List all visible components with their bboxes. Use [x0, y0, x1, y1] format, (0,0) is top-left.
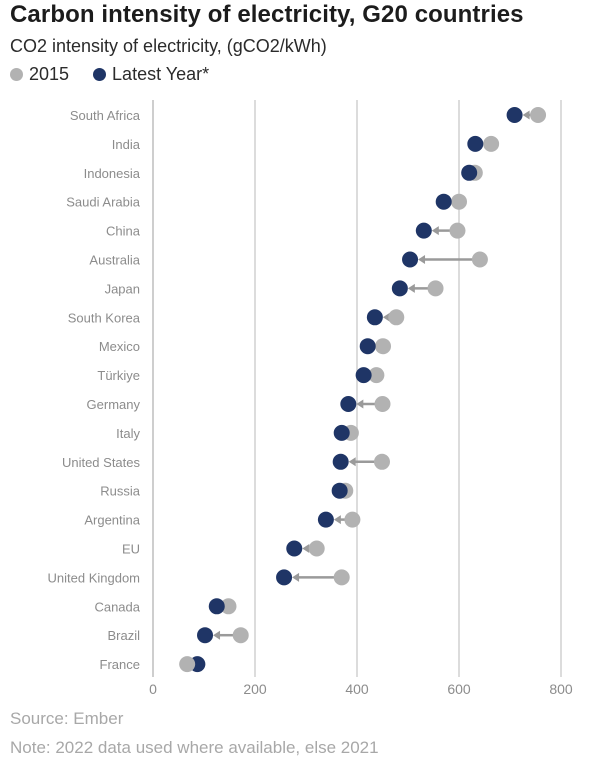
point-latest-argentina: [317, 511, 334, 528]
category-label-mexico: Mexico: [99, 339, 140, 354]
category-label-india: India: [112, 137, 141, 152]
data-note: Note: 2022 data used where available, el…: [10, 738, 379, 757]
point-2015-australia: [471, 251, 488, 268]
point-2015-japan: [427, 280, 444, 297]
point-2015-france: [179, 656, 196, 673]
arrowhead-australia: [418, 255, 426, 264]
point-latest-japan: [391, 280, 408, 297]
arrowhead-china: [431, 226, 439, 236]
x-tick-label-600: 600: [447, 681, 471, 697]
legend-swatch-latest-year: [93, 68, 107, 81]
point-2015-turkiye: [368, 367, 385, 384]
arrowhead-germany: [356, 399, 364, 409]
category-label-united-states: United States: [62, 455, 141, 470]
category-label-france: France: [100, 657, 140, 672]
category-label-china: China: [106, 224, 141, 239]
legend-item-2015: 2015: [10, 64, 69, 85]
point-latest-united-kingdom: [276, 569, 293, 586]
category-label-germany: Germany: [87, 397, 141, 412]
point-latest-russia: [331, 482, 348, 499]
legend-label-latest-year: Latest Year*: [112, 64, 210, 84]
point-latest-india: [467, 135, 484, 152]
point-latest-italy: [333, 424, 350, 441]
category-label-united-kingdom: United Kingdom: [48, 570, 141, 585]
point-latest-indonesia: [461, 164, 478, 181]
category-label-russia: Russia: [100, 484, 141, 499]
point-latest-brazil: [197, 627, 214, 644]
source-note: Source: Ember: [10, 709, 124, 728]
point-2015-brazil: [232, 627, 249, 644]
point-2015-united-kingdom: [333, 569, 350, 586]
category-label-japan: Japan: [105, 281, 140, 296]
arrowhead-south-africa: [522, 110, 530, 120]
chart-subtitle: CO2 intensity of electricity, (gCO2/kWh): [10, 36, 327, 56]
point-latest-south-korea: [366, 309, 383, 326]
arrowhead-brazil: [213, 630, 221, 640]
point-2015-saudi-arabia: [451, 193, 467, 210]
legend-swatch-2015: [10, 68, 23, 81]
point-2015-india: [483, 135, 500, 152]
point-2015-south-africa: [530, 107, 547, 123]
arrowhead-eu: [302, 544, 310, 553]
legend: 2015 Latest Year*: [10, 64, 233, 85]
category-label-south-korea: South Korea: [68, 310, 141, 325]
point-2015-eu: [308, 540, 325, 557]
point-2015-canada: [220, 598, 237, 615]
category-label-italy: Italy: [116, 426, 140, 441]
x-tick-label-0: 0: [149, 681, 157, 697]
point-2015-argentina: [344, 511, 361, 528]
point-latest-canada: [208, 598, 225, 615]
point-2015-china: [449, 222, 466, 239]
arrowhead-japan: [407, 283, 415, 293]
arrowhead-united-kingdom: [292, 572, 300, 582]
point-latest-mexico: [359, 338, 376, 355]
point-2015-united-states: [373, 453, 390, 470]
category-label-eu: EU: [122, 542, 140, 557]
legend-item-latest-year: Latest Year*: [93, 64, 209, 85]
point-latest-turkiye: [355, 367, 372, 384]
chart-title: Carbon intensity of electricity, G20 cou…: [10, 1, 524, 28]
point-latest-saudi-arabia: [435, 193, 452, 210]
arrowhead-united-states: [348, 457, 356, 467]
point-2015-germany: [374, 396, 391, 412]
point-latest-south-africa: [506, 107, 523, 123]
point-latest-australia: [402, 251, 419, 268]
category-label-south-africa: South Africa: [70, 108, 141, 123]
category-label-turkiye: Türkiye: [97, 368, 140, 383]
point-latest-china: [415, 222, 432, 239]
point-2015-mexico: [375, 338, 392, 355]
arrowhead-south-korea: [382, 312, 390, 322]
point-latest-united-states: [332, 453, 349, 470]
point-2015-south-korea: [388, 309, 405, 326]
category-label-brazil: Brazil: [107, 628, 140, 643]
arrowhead-argentina: [333, 515, 341, 525]
legend-label-2015: 2015: [29, 64, 70, 84]
x-tick-label-400: 400: [345, 681, 369, 697]
category-label-saudi-arabia: Saudi Arabia: [66, 195, 140, 210]
category-label-canada: Canada: [94, 599, 140, 614]
x-tick-label-800: 800: [549, 681, 573, 697]
category-label-argentina: Argentina: [84, 513, 140, 528]
point-latest-germany: [340, 396, 357, 412]
category-label-australia: Australia: [89, 253, 140, 268]
category-label-indonesia: Indonesia: [84, 166, 141, 181]
x-tick-label-200: 200: [243, 681, 267, 697]
point-latest-eu: [286, 540, 303, 557]
